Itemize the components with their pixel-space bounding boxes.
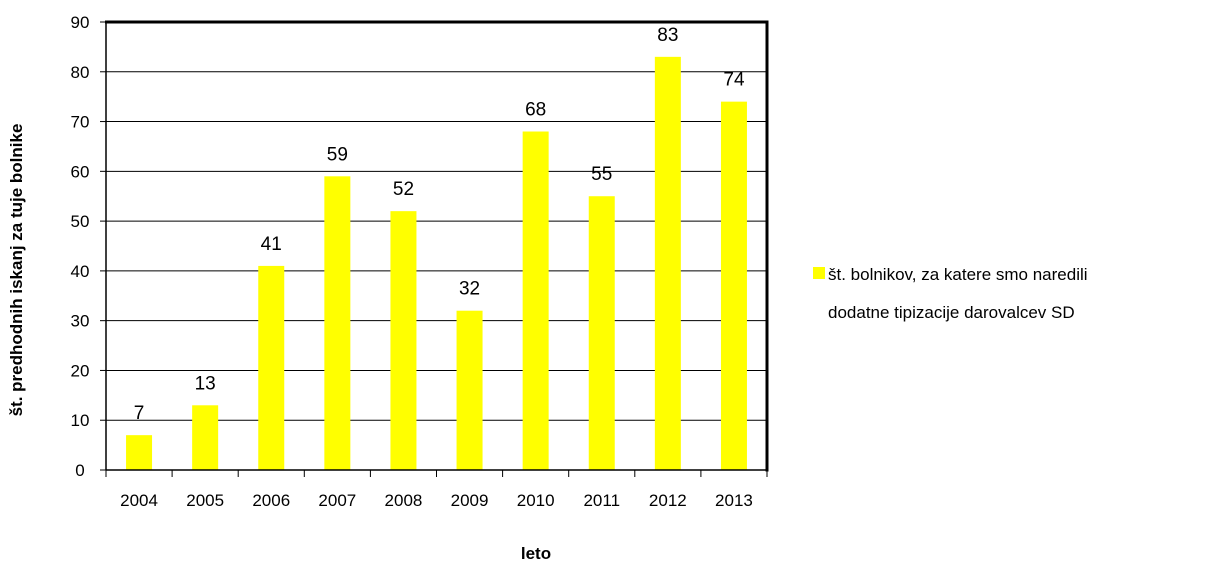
y-tick-label: 0 <box>75 461 84 480</box>
y-tick-label: 50 <box>71 212 90 231</box>
gridlines <box>106 71 767 421</box>
data-label: 55 <box>591 164 612 185</box>
y-tick-label: 10 <box>71 411 90 430</box>
x-tick-labels: 2004 2005 2006 2007 2008 2009 2010 2011 2012 2013 <box>120 491 753 510</box>
bar <box>654 56 681 470</box>
data-label: 74 <box>723 70 745 91</box>
bar <box>456 310 483 470</box>
y-tick-label: 90 <box>71 13 90 32</box>
x-tick-label: 2009 <box>451 491 489 510</box>
x-tick-label: 2012 <box>649 491 687 510</box>
data-labels: 7 13 41 59 52 32 68 55 83 74 <box>134 25 745 424</box>
legend-label-line-2: dodatne tipizacije darovalcev SD <box>828 303 1075 322</box>
x-tick-label: 2010 <box>517 491 555 510</box>
x-tick-label: 2011 <box>583 491 620 510</box>
x-tick-label: 2013 <box>715 491 753 510</box>
bar <box>192 405 219 470</box>
bar <box>324 176 351 471</box>
data-label: 7 <box>134 403 145 424</box>
bar <box>588 196 615 470</box>
bar <box>126 435 153 470</box>
data-label: 41 <box>261 234 282 255</box>
y-tick-label: 60 <box>71 162 90 181</box>
y-tick-label: 40 <box>71 262 90 281</box>
x-tick-label: 2008 <box>385 491 423 510</box>
legend-label-line-1: št. bolnikov, za katere smo naredili <box>828 265 1088 284</box>
axes <box>100 20 769 477</box>
data-label: 83 <box>657 25 678 46</box>
x-tick-label: 2004 <box>120 491 158 510</box>
data-label: 59 <box>327 144 348 165</box>
x-axis-title: leto <box>521 544 551 563</box>
y-tick-label: 80 <box>71 63 90 82</box>
x-tick-label: 2006 <box>252 491 290 510</box>
legend-swatch <box>813 267 825 279</box>
bar <box>258 265 285 470</box>
data-label: 52 <box>393 179 414 200</box>
data-label: 13 <box>195 373 216 394</box>
y-tick-label: 70 <box>71 113 90 132</box>
legend: št. bolnikov, za katere smo naredili dod… <box>813 265 1088 322</box>
data-label: 68 <box>525 100 546 121</box>
data-label: 32 <box>459 279 480 300</box>
y-axis-title: št. predhodnih iskanj za tuje bolnike <box>7 124 26 417</box>
x-tick-label: 2005 <box>186 491 224 510</box>
y-tick-label: 20 <box>71 361 90 380</box>
bars <box>126 56 747 471</box>
y-tick-label: 30 <box>71 312 90 331</box>
bar <box>390 211 417 470</box>
y-tick-labels: 0 10 20 30 40 50 60 70 80 90 <box>71 13 90 480</box>
bar <box>522 131 549 470</box>
x-tick-label: 2007 <box>318 491 356 510</box>
bar <box>720 101 747 471</box>
